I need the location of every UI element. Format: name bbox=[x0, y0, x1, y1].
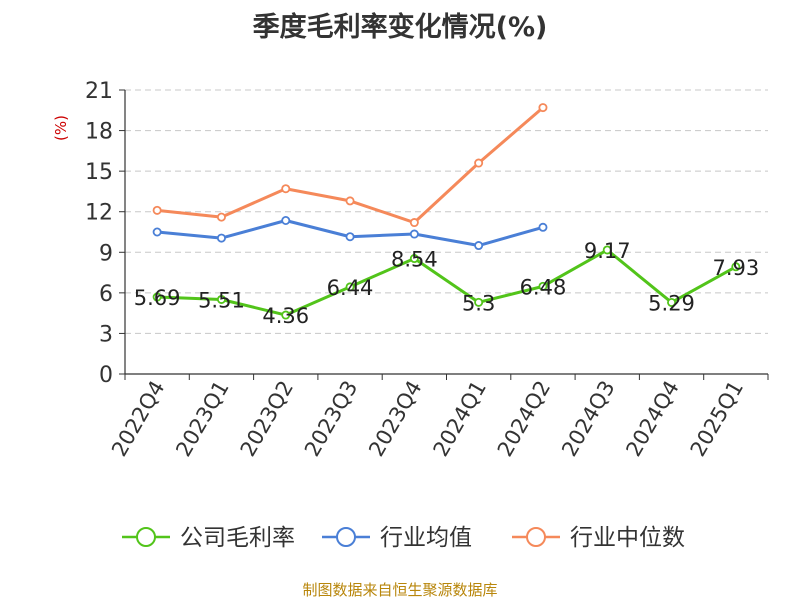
source-footnote: 制图数据来自恒生聚源数据库 bbox=[302, 581, 497, 599]
chart-title: 季度毛利率变化情况(%) bbox=[253, 11, 548, 43]
data-point bbox=[667, 297, 677, 307]
data-point bbox=[474, 158, 484, 168]
data-point bbox=[474, 297, 484, 307]
data-point bbox=[538, 222, 548, 232]
data-label: 7.93 bbox=[712, 256, 759, 280]
y-tick-label: 21 bbox=[85, 79, 113, 104]
data-point bbox=[409, 254, 419, 264]
legend-label: 公司毛利率 bbox=[180, 525, 295, 551]
data-point bbox=[345, 232, 355, 242]
x-tick-label: 2022Q4 bbox=[107, 377, 169, 461]
data-point bbox=[281, 216, 291, 226]
data-label: 5.69 bbox=[134, 286, 181, 310]
x-tick-label: 2023Q2 bbox=[236, 377, 298, 461]
data-point bbox=[345, 282, 355, 292]
y-tick-label: 3 bbox=[99, 322, 113, 347]
y-tick-label: 0 bbox=[99, 363, 113, 388]
x-tick-label: 2024Q3 bbox=[557, 377, 619, 461]
data-label: 4.36 bbox=[262, 304, 309, 328]
y-tick-label: 9 bbox=[99, 241, 113, 266]
x-tick-label: 2024Q1 bbox=[429, 377, 491, 461]
legend-marker bbox=[136, 527, 156, 547]
data-point bbox=[152, 205, 162, 215]
data-point bbox=[152, 292, 162, 302]
x-tick-label: 2025Q1 bbox=[686, 377, 748, 461]
data-label: 6.44 bbox=[327, 276, 374, 300]
series-lines bbox=[152, 103, 741, 320]
data-point bbox=[345, 196, 355, 206]
data-label: 6.48 bbox=[520, 275, 567, 299]
data-point bbox=[409, 229, 419, 239]
data-label: 5.29 bbox=[648, 291, 695, 315]
data-point bbox=[731, 262, 741, 272]
data-point bbox=[281, 310, 291, 320]
data-label: 5.51 bbox=[198, 288, 245, 312]
data-label: 5.3 bbox=[462, 291, 495, 315]
legend: 公司毛利率 行业均值 行业中位数 bbox=[122, 525, 685, 551]
data-point bbox=[474, 241, 484, 251]
data-point bbox=[281, 184, 291, 194]
y-tick-label: 12 bbox=[85, 201, 113, 226]
y-tick-label: 18 bbox=[85, 120, 113, 145]
data-point bbox=[216, 212, 226, 222]
data-label: 9.17 bbox=[584, 239, 631, 263]
x-tick-label: 2023Q4 bbox=[364, 377, 426, 461]
series-line bbox=[157, 248, 737, 317]
x-tick-label: 2023Q3 bbox=[300, 377, 362, 461]
y-tick-label: 15 bbox=[85, 160, 113, 185]
data-point bbox=[538, 281, 548, 291]
legend-label: 行业中位数 bbox=[570, 525, 685, 551]
y-axis-unit-label: (%) bbox=[52, 115, 70, 141]
data-point bbox=[409, 218, 419, 228]
x-tick-label: 2024Q4 bbox=[621, 377, 683, 461]
data-point bbox=[152, 227, 162, 237]
x-tick-label: 2024Q2 bbox=[493, 377, 555, 461]
x-tick-label: 2023Q1 bbox=[171, 377, 233, 461]
data-label: 8.54 bbox=[391, 248, 438, 272]
data-labels: 5.69 5.51 4.36 6.44 8.54 5.3 6.48 9.17 5.29 7.93 bbox=[134, 239, 759, 328]
data-point bbox=[602, 245, 612, 255]
legend-label: 行业均值 bbox=[380, 525, 472, 551]
data-point bbox=[538, 103, 548, 113]
legend-marker bbox=[526, 527, 546, 547]
data-point bbox=[216, 233, 226, 243]
data-point bbox=[216, 294, 226, 304]
legend-marker bbox=[336, 527, 356, 547]
y-tick-label: 6 bbox=[99, 282, 113, 307]
